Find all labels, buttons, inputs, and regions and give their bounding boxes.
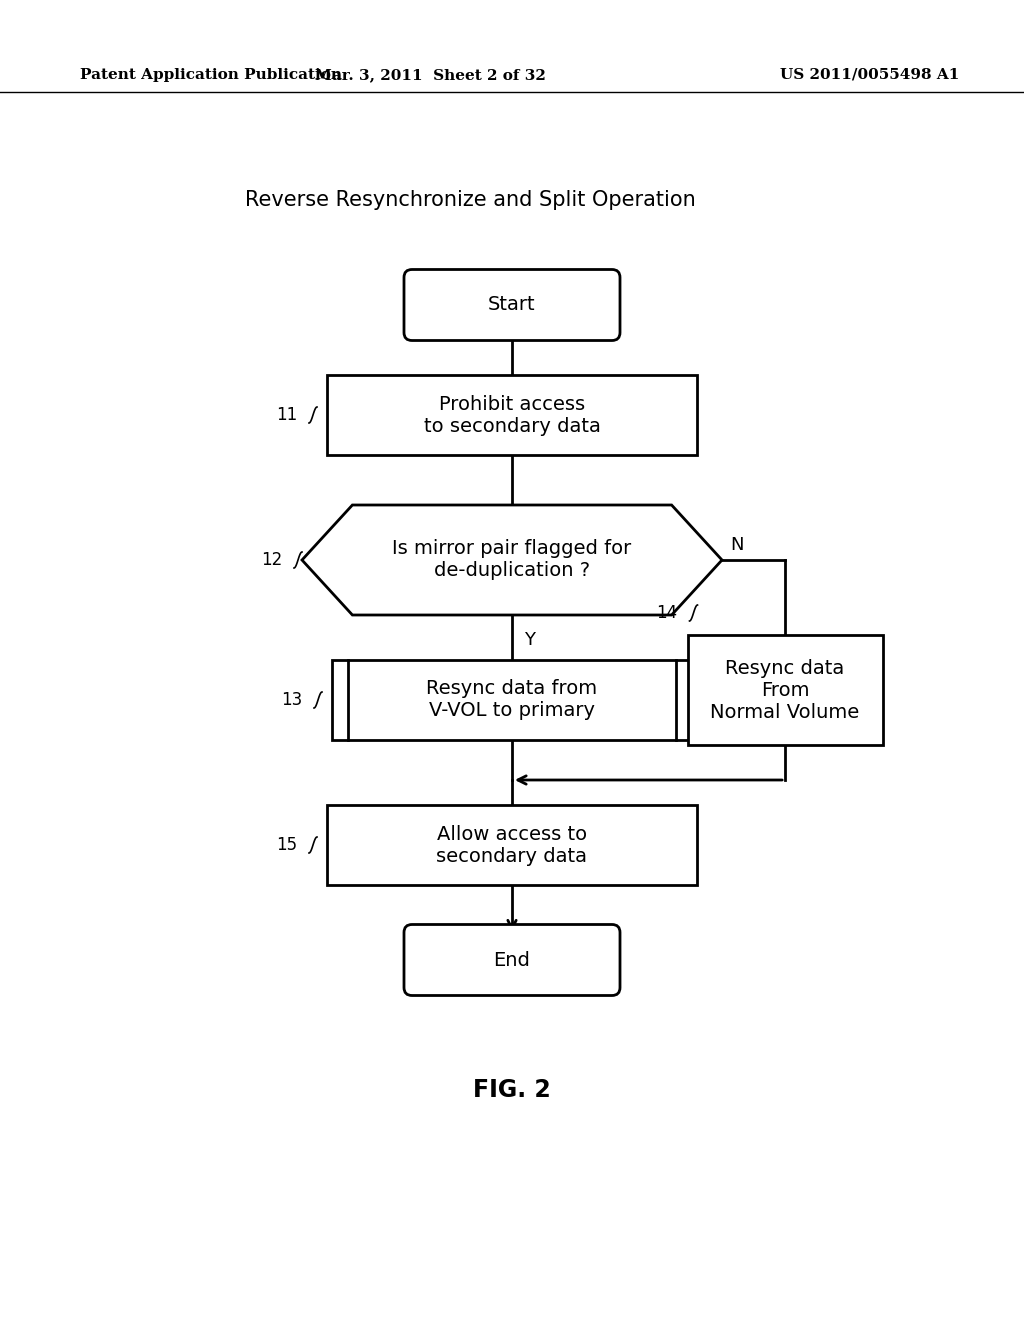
Text: 13: 13	[281, 690, 302, 709]
Text: FIG. 2: FIG. 2	[473, 1078, 551, 1102]
Text: Prohibit access
to secondary data: Prohibit access to secondary data	[424, 395, 600, 436]
Text: Y: Y	[524, 631, 535, 649]
Text: US 2011/0055498 A1: US 2011/0055498 A1	[780, 69, 959, 82]
Text: 14: 14	[656, 605, 678, 622]
Bar	[332, 660, 692, 741]
Text: End: End	[494, 950, 530, 969]
Text: 15: 15	[275, 836, 297, 854]
Text: Patent Application Publication: Patent Application Publication	[80, 69, 342, 82]
Text: Start: Start	[488, 296, 536, 314]
FancyBboxPatch shape	[404, 269, 620, 341]
Bar	[327, 805, 697, 884]
Text: Is mirror pair flagged for
de-duplication ?: Is mirror pair flagged for de-duplicatio…	[392, 540, 632, 581]
Text: 11: 11	[275, 407, 297, 424]
Text: N: N	[730, 536, 743, 554]
Bar	[327, 375, 697, 455]
FancyBboxPatch shape	[404, 924, 620, 995]
Text: Resync data
From
Normal Volume: Resync data From Normal Volume	[711, 659, 859, 722]
Text: Allow access to
secondary data: Allow access to secondary data	[436, 825, 588, 866]
Text: Resync data from
V-VOL to primary: Resync data from V-VOL to primary	[426, 680, 598, 721]
Text: Mar. 3, 2011  Sheet 2 of 32: Mar. 3, 2011 Sheet 2 of 32	[314, 69, 546, 82]
Polygon shape	[302, 506, 722, 615]
Bar	[687, 635, 883, 744]
Text: Reverse Resynchronize and Split Operation: Reverse Resynchronize and Split Operatio…	[245, 190, 695, 210]
Text: 12: 12	[261, 550, 282, 569]
